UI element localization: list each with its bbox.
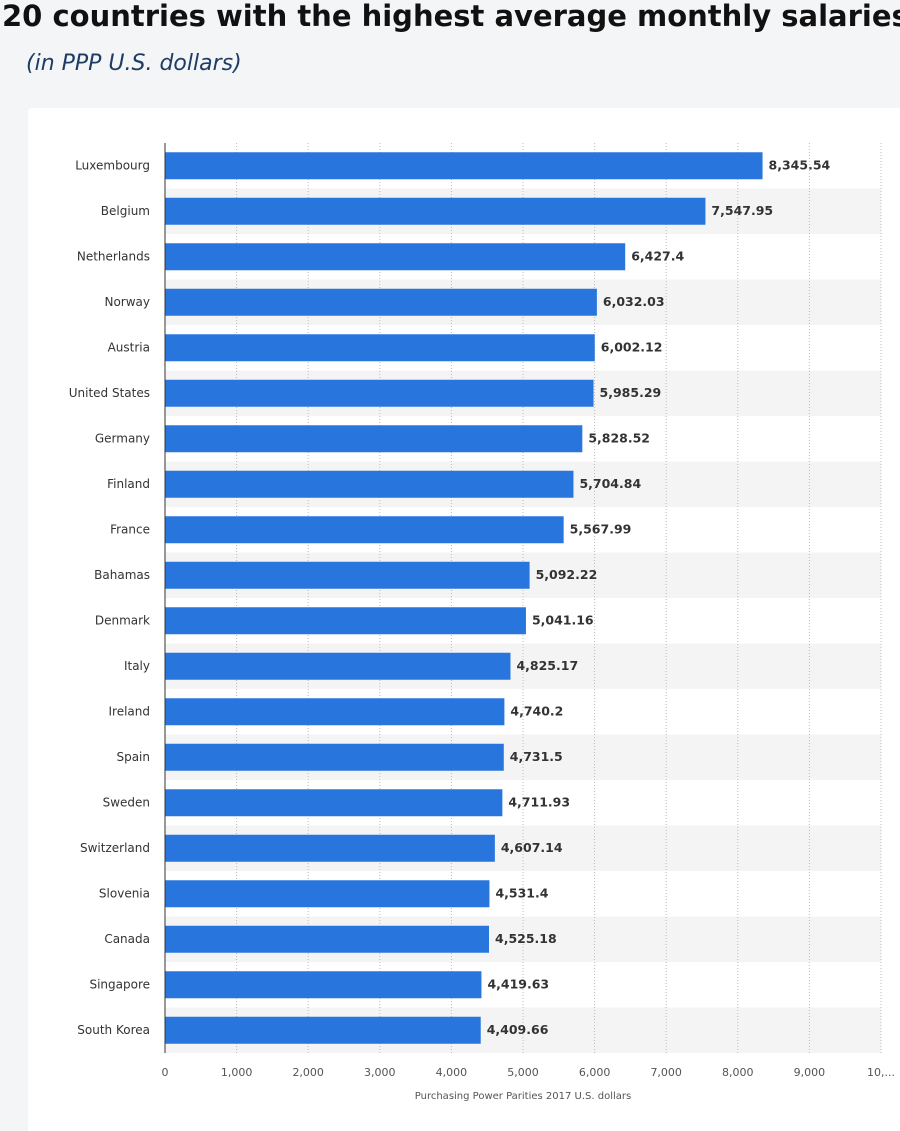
bar — [165, 516, 564, 544]
bar — [165, 470, 574, 498]
data-label: 4,531.4 — [495, 885, 548, 900]
x-tick-label: 4,000 — [436, 1066, 468, 1079]
x-tick-label: 9,000 — [794, 1066, 826, 1079]
y-tick-label: Austria — [108, 340, 150, 354]
data-label: 5,041.16 — [532, 612, 594, 627]
bar — [165, 652, 511, 680]
y-tick-label: Singapore — [89, 977, 150, 991]
data-label: 6,427.4 — [631, 248, 684, 263]
y-tick-label: Denmark — [95, 613, 150, 627]
y-tick-label: Norway — [104, 295, 150, 309]
y-tick-label: Sweden — [103, 795, 150, 809]
data-label: 4,525.18 — [495, 931, 557, 946]
bar — [165, 834, 495, 862]
data-label: 4,409.66 — [487, 1022, 549, 1037]
data-label: 4,740.2 — [510, 703, 563, 718]
x-tick-label: 0 — [162, 1066, 169, 1079]
y-tick-label: Belgium — [101, 204, 150, 218]
data-label: 7,547.95 — [711, 203, 773, 218]
data-label: 6,002.12 — [601, 339, 663, 354]
bar — [165, 1016, 481, 1044]
bar — [165, 425, 583, 453]
bar — [165, 243, 626, 271]
data-label: 5,092.22 — [536, 567, 598, 582]
y-tick-label: Netherlands — [77, 249, 150, 263]
y-tick-label: United States — [69, 386, 150, 400]
y-tick-label: Ireland — [108, 704, 150, 718]
chart-title: 20 countries with the highest average mo… — [2, 0, 900, 33]
x-tick-label: 10,... — [867, 1066, 895, 1079]
x-tick-label: 6,000 — [579, 1066, 611, 1079]
data-label: 5,985.29 — [600, 385, 662, 400]
x-tick-label: 7,000 — [650, 1066, 682, 1079]
y-tick-label: Canada — [104, 932, 150, 946]
data-label: 4,731.5 — [510, 749, 563, 764]
bar — [165, 789, 503, 817]
y-tick-label: South Korea — [77, 1023, 150, 1037]
data-label: 5,828.52 — [588, 430, 650, 445]
y-tick-label: Germany — [95, 431, 150, 445]
bar — [165, 379, 594, 407]
data-label: 6,032.03 — [603, 294, 665, 309]
data-label: 4,711.93 — [508, 794, 570, 809]
x-tick-label: 5,000 — [507, 1066, 539, 1079]
bar — [165, 607, 526, 635]
data-label: 5,704.84 — [579, 476, 641, 491]
bar — [165, 925, 490, 953]
x-axis-label: Purchasing Power Parities 2017 U.S. doll… — [415, 1091, 631, 1102]
bar — [165, 152, 763, 180]
y-tick-label: Bahamas — [94, 568, 150, 582]
data-label: 4,825.17 — [516, 658, 578, 673]
y-tick-label: Luxembourg — [75, 158, 150, 172]
x-tick-label: 1,000 — [221, 1066, 253, 1079]
bar — [165, 971, 482, 999]
y-tick-label: Slovenia — [99, 886, 150, 900]
data-label: 8,345.54 — [769, 157, 831, 172]
chart-subtitle: (in PPP U.S. dollars) — [26, 51, 242, 76]
x-tick-label: 2,000 — [292, 1066, 324, 1079]
bar — [165, 743, 504, 771]
bar — [165, 334, 595, 362]
y-tick-label: Italy — [124, 659, 150, 673]
y-tick-label: France — [110, 522, 150, 536]
bar — [165, 561, 530, 589]
y-tick-label: Spain — [116, 750, 150, 764]
data-label: 4,419.63 — [487, 976, 549, 991]
y-tick-label: Finland — [107, 477, 150, 491]
bar — [165, 288, 597, 316]
bar — [165, 197, 706, 225]
bar — [165, 698, 505, 726]
x-tick-label: 8,000 — [722, 1066, 754, 1079]
x-tick-label: 3,000 — [364, 1066, 396, 1079]
data-label: 4,607.14 — [501, 840, 563, 855]
bar — [165, 880, 490, 908]
y-tick-label: Switzerland — [80, 841, 150, 855]
data-label: 5,567.99 — [570, 521, 632, 536]
